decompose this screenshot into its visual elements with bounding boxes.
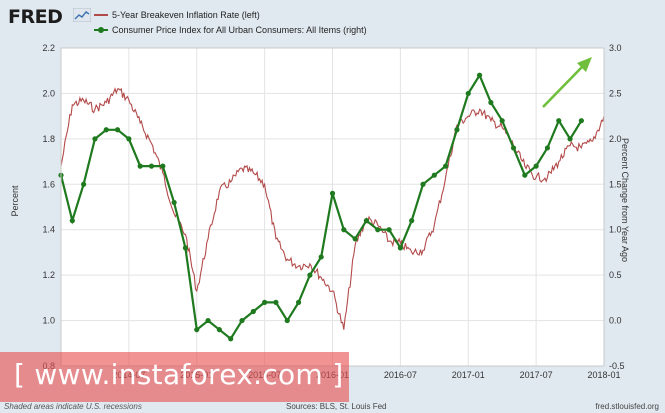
data-point-cpi [465, 90, 471, 97]
legend-label-cpi: Consumer Price Index for All Urban Consu… [112, 25, 367, 35]
data-point-cpi [578, 118, 584, 124]
y-tick-label-right: 3.0 [609, 43, 622, 53]
legend-item-breakeven[interactable]: 5-Year Breakeven Inflation Rate (left) [94, 8, 260, 22]
y-axis-label-right: Percent Change from Year Ago [620, 137, 630, 263]
data-point-cpi [194, 327, 200, 333]
y-tick-label-right: 2.0 [609, 134, 622, 144]
data-point-cpi [92, 136, 98, 142]
data-point-cpi [556, 118, 562, 124]
y-tick-label-right: 0.5 [609, 270, 622, 280]
data-point-cpi [499, 118, 505, 124]
data-point-cpi [205, 317, 211, 324]
data-point-cpi [397, 245, 403, 251]
y-tick-label-left: 1.6 [42, 179, 55, 189]
data-point-cpi [262, 299, 268, 305]
y-tick-label-left: 1.0 [42, 316, 55, 326]
y-axis-label-left: Percent [10, 185, 20, 217]
watermark-banner: [ www.instaforex.com ] [0, 352, 349, 402]
data-point-cpi [329, 190, 336, 196]
data-point-cpi [386, 227, 392, 233]
trend-arrow-shaft [542, 66, 583, 108]
data-point-cpi [228, 336, 234, 342]
x-tick-label: 2017-01 [452, 370, 485, 380]
data-point-cpi [443, 163, 449, 169]
data-point-cpi [375, 227, 381, 233]
data-point-cpi [318, 254, 324, 260]
data-point-cpi [171, 199, 177, 206]
data-point-cpi [544, 145, 551, 151]
y-tick-label-right: 1.0 [609, 225, 622, 235]
data-point-cpi [341, 227, 347, 233]
data-point-cpi [103, 127, 109, 133]
data-point-cpi [409, 218, 415, 224]
data-point-cpi [250, 308, 256, 315]
trend-arrow-head [577, 57, 592, 72]
fred-logo[interactable]: FRED [8, 6, 63, 28]
data-point-cpi [352, 236, 358, 242]
data-point-cpi [69, 218, 75, 224]
line-chart-icon [73, 8, 91, 22]
data-point-cpi [533, 163, 539, 169]
data-point-cpi [420, 181, 426, 187]
data-point-cpi [137, 163, 143, 169]
y-tick-label-right: 2.5 [609, 88, 622, 98]
legend-swatch-cpi [94, 25, 108, 35]
y-tick-label-right: -0.5 [609, 361, 625, 371]
sources-note: Sources: BLS, St. Louis Fed [286, 402, 387, 411]
data-point-cpi [363, 218, 370, 224]
legend-label-breakeven: 5-Year Breakeven Inflation Rate (left) [112, 10, 260, 20]
data-point-cpi [307, 272, 313, 278]
x-tick-label: 2017-07 [520, 370, 553, 380]
data-point-cpi [273, 299, 279, 305]
y-tick-label-left: 2.2 [42, 43, 55, 53]
data-point-cpi [476, 72, 483, 78]
data-point-cpi [126, 136, 132, 142]
legend-item-cpi[interactable]: Consumer Price Index for All Urban Consu… [94, 23, 367, 37]
data-point-cpi [160, 163, 166, 169]
x-tick-label: 2016-07 [384, 370, 417, 380]
data-point-cpi [295, 299, 302, 305]
data-point-cpi [522, 172, 528, 178]
site-link[interactable]: fred.stlouisfed.org [595, 402, 659, 411]
data-point-cpi [148, 163, 155, 169]
y-tick-label-right: 0.0 [609, 316, 622, 326]
x-tick-label: 2018-01 [587, 370, 620, 380]
data-point-cpi [567, 136, 573, 142]
watermark-text: [ www.instaforex.com ] [14, 358, 344, 391]
legend-swatch-breakeven [94, 10, 108, 20]
y-tick-label-left: 1.4 [42, 225, 55, 235]
data-point-cpi [182, 245, 189, 251]
data-point-cpi [239, 317, 245, 324]
recession-note: Shaded areas indicate U.S. recessions [4, 402, 142, 411]
data-point-cpi [510, 145, 517, 151]
data-point-cpi [454, 127, 460, 133]
y-tick-label-right: 1.5 [609, 179, 622, 189]
data-point-cpi [284, 317, 290, 324]
y-tick-label-left: 2.0 [42, 88, 55, 98]
y-tick-label-left: 1.8 [42, 134, 55, 144]
data-point-cpi [216, 327, 222, 333]
data-point-cpi [81, 181, 87, 187]
data-point-cpi [114, 127, 121, 133]
y-tick-label-left: 1.2 [42, 270, 55, 280]
data-point-cpi [488, 99, 494, 106]
data-point-cpi [431, 172, 437, 178]
